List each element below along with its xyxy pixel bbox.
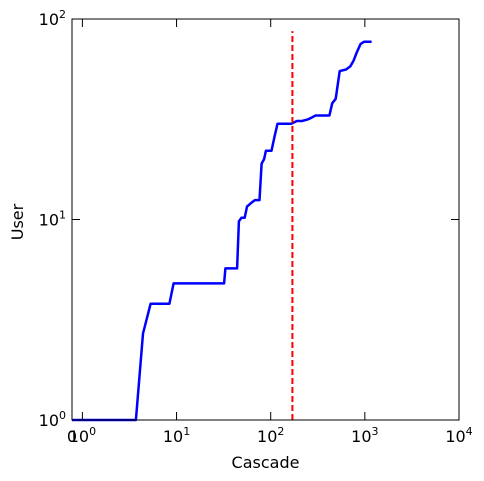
series-line xyxy=(72,40,372,422)
x-tick-label: 103 xyxy=(351,425,378,446)
x-tick-label: 102 xyxy=(257,425,284,446)
x-tick-label: 0 xyxy=(67,427,77,446)
y-tick-label: 101 xyxy=(39,209,66,230)
plot-background xyxy=(72,19,459,420)
y-axis-label: User xyxy=(8,203,27,240)
y-tick-label: 102 xyxy=(39,8,66,29)
x-tick-label: 100 xyxy=(69,425,96,446)
series-layer xyxy=(72,31,372,422)
x-tick-label: 101 xyxy=(163,425,190,446)
x-tick-label: 104 xyxy=(445,425,472,446)
y-tick-label: 100 xyxy=(39,409,66,430)
x-axis-label: Cascade xyxy=(232,453,300,472)
